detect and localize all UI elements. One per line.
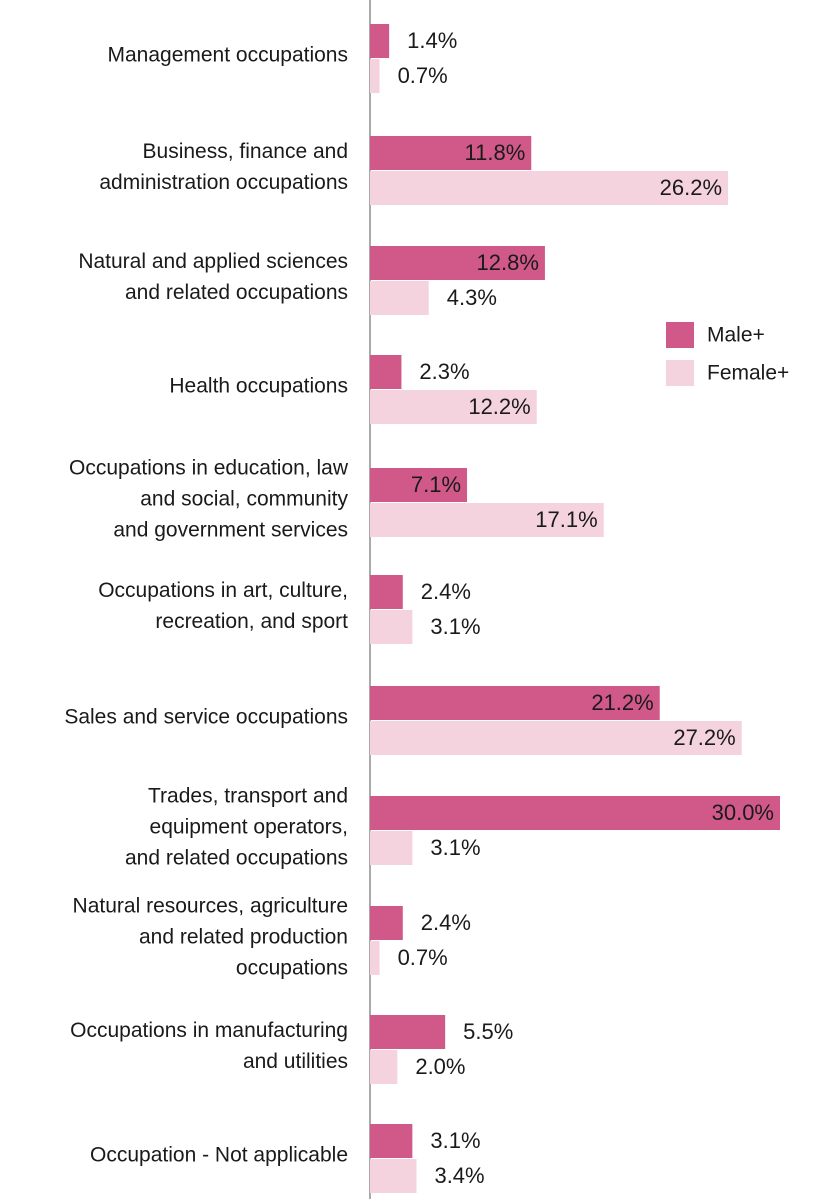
category-label: Occupations in art, culture, <box>98 579 348 602</box>
bar <box>370 610 412 644</box>
category-label: administration occupations <box>99 171 348 194</box>
category-label: and related occupations <box>125 847 348 870</box>
legend-label: Male+ <box>707 324 765 347</box>
value-label: 0.7% <box>398 63 448 88</box>
value-label: 21.2% <box>591 690 653 715</box>
value-label: 2.0% <box>415 1054 465 1079</box>
bar <box>370 355 401 389</box>
chart: Management occupations 1.4% 0.7% Business, … <box>0 0 823 1199</box>
category-label: Management occupations <box>108 44 349 67</box>
bar <box>370 59 380 93</box>
legend-label: Female+ <box>707 362 789 385</box>
value-label: 4.3% <box>447 285 497 310</box>
value-label: 12.2% <box>468 394 530 419</box>
bar <box>370 941 380 975</box>
value-label: 3.1% <box>430 1128 480 1153</box>
bar <box>370 24 389 58</box>
legend-swatch <box>666 322 694 348</box>
value-label: 30.0% <box>712 800 774 825</box>
bar <box>370 1050 397 1084</box>
bar <box>370 831 412 865</box>
bar <box>370 1015 445 1049</box>
bar <box>370 906 403 940</box>
category-label: occupations <box>236 957 348 980</box>
value-label: 1.4% <box>407 28 457 53</box>
value-label: 3.1% <box>430 614 480 639</box>
category-label: Natural resources, agriculture <box>73 895 348 918</box>
category-label: and related occupations <box>125 281 348 304</box>
category-label: Natural and applied sciences <box>78 250 348 273</box>
value-label: 17.1% <box>535 507 597 532</box>
category-label: Occupation - Not applicable <box>90 1144 348 1167</box>
category-label: Business, finance and <box>143 140 348 163</box>
value-label: 7.1% <box>411 472 461 497</box>
category-label: equipment operators, <box>150 816 348 839</box>
category-label: and government services <box>113 519 348 542</box>
value-label: 0.7% <box>398 945 448 970</box>
value-label: 26.2% <box>660 175 722 200</box>
category-label: Occupations in manufacturing <box>70 1019 348 1042</box>
category-label: Trades, transport and <box>148 785 348 808</box>
value-label: 27.2% <box>673 725 735 750</box>
category-label: and related production <box>139 926 348 949</box>
category-label: Health occupations <box>169 375 348 398</box>
value-label: 2.3% <box>419 359 469 384</box>
bar <box>370 1159 416 1193</box>
value-label: 3.4% <box>434 1163 484 1188</box>
category-label: recreation, and sport <box>155 610 348 633</box>
value-label: 3.1% <box>430 835 480 860</box>
value-label: 2.4% <box>421 910 471 935</box>
legend-swatch <box>666 360 694 386</box>
category-label: and utilities <box>243 1050 348 1073</box>
bar <box>370 281 429 315</box>
bar <box>370 575 403 609</box>
value-label: 11.8% <box>465 140 526 165</box>
value-label: 2.4% <box>421 579 471 604</box>
category-label: Sales and service occupations <box>64 706 348 729</box>
value-label: 12.8% <box>477 250 539 275</box>
value-label: 5.5% <box>463 1019 513 1044</box>
category-label: and social, community <box>140 488 348 511</box>
bar <box>370 1124 412 1158</box>
category-label: Occupations in education, law <box>69 457 349 480</box>
